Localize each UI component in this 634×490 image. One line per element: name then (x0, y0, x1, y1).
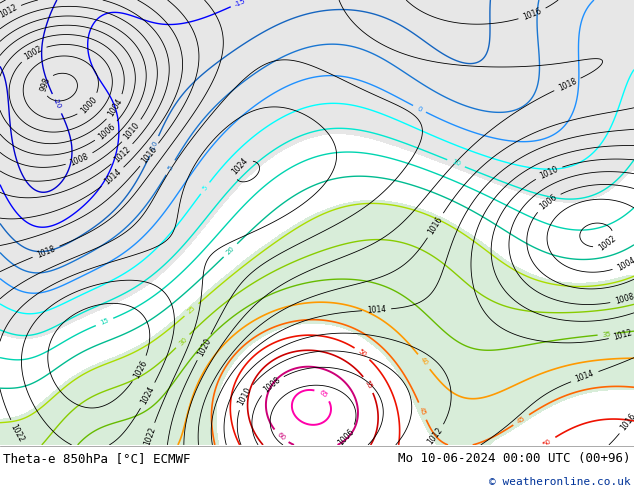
Text: 45: 45 (516, 415, 526, 425)
Text: 0: 0 (416, 105, 423, 113)
Text: 50: 50 (542, 438, 553, 447)
Text: 1004: 1004 (107, 97, 124, 118)
Text: 1010: 1010 (538, 164, 559, 180)
Text: © weatheronline.co.uk: © weatheronline.co.uk (489, 477, 631, 487)
Text: -20: -20 (52, 98, 62, 110)
Text: 30: 30 (178, 336, 188, 346)
Text: 1004: 1004 (616, 255, 634, 272)
Text: 1016: 1016 (427, 215, 444, 236)
Text: 1006: 1006 (96, 122, 117, 141)
Text: 1000: 1000 (79, 95, 99, 115)
Text: 45: 45 (418, 406, 427, 416)
Text: Mo 10-06-2024 00:00 UTC (00+96): Mo 10-06-2024 00:00 UTC (00+96) (398, 452, 631, 465)
Text: 1024: 1024 (230, 156, 250, 176)
Text: 1006: 1006 (337, 427, 356, 447)
Text: 1006: 1006 (538, 193, 559, 212)
Text: 998: 998 (39, 76, 51, 93)
Text: 1012: 1012 (112, 145, 133, 164)
Text: 1022: 1022 (9, 422, 26, 443)
Text: 1016: 1016 (140, 145, 159, 165)
Text: 1002: 1002 (23, 44, 44, 62)
Text: 1022: 1022 (143, 426, 157, 447)
Text: 1016: 1016 (522, 6, 543, 22)
Text: 60: 60 (276, 431, 287, 441)
Text: 1008: 1008 (614, 292, 634, 306)
Text: 1018: 1018 (36, 244, 56, 260)
Text: 1024: 1024 (139, 385, 157, 406)
Text: 55: 55 (364, 379, 373, 390)
Text: 1012: 1012 (612, 328, 633, 342)
Text: 1014: 1014 (574, 369, 595, 384)
Text: -5: -5 (166, 163, 175, 172)
Text: -15: -15 (234, 0, 247, 7)
Text: 20: 20 (225, 245, 236, 256)
Text: 10: 10 (451, 159, 462, 168)
Text: 25: 25 (186, 305, 197, 315)
Text: 35: 35 (602, 331, 612, 338)
Text: 65: 65 (318, 389, 328, 399)
Text: 1012: 1012 (0, 3, 18, 20)
Text: 1016: 1016 (619, 412, 634, 432)
Text: 1008: 1008 (69, 151, 90, 168)
Text: 5: 5 (202, 185, 209, 192)
Text: 50: 50 (357, 348, 368, 359)
Text: 1014: 1014 (103, 168, 123, 187)
Text: 1002: 1002 (597, 234, 618, 253)
Text: -10: -10 (149, 140, 159, 152)
Text: 1008: 1008 (261, 375, 282, 394)
Text: 40: 40 (419, 356, 429, 367)
Text: 1020: 1020 (196, 337, 212, 358)
Text: 1018: 1018 (557, 76, 578, 93)
Text: 1014: 1014 (366, 305, 387, 315)
Text: Theta-e 850hPa [°C] ECMWF: Theta-e 850hPa [°C] ECMWF (3, 452, 191, 465)
Text: 1012: 1012 (426, 426, 445, 447)
Text: 1026: 1026 (132, 358, 148, 380)
Text: 1010: 1010 (122, 121, 141, 141)
Text: 15: 15 (100, 318, 110, 326)
Text: 1010: 1010 (236, 386, 254, 407)
